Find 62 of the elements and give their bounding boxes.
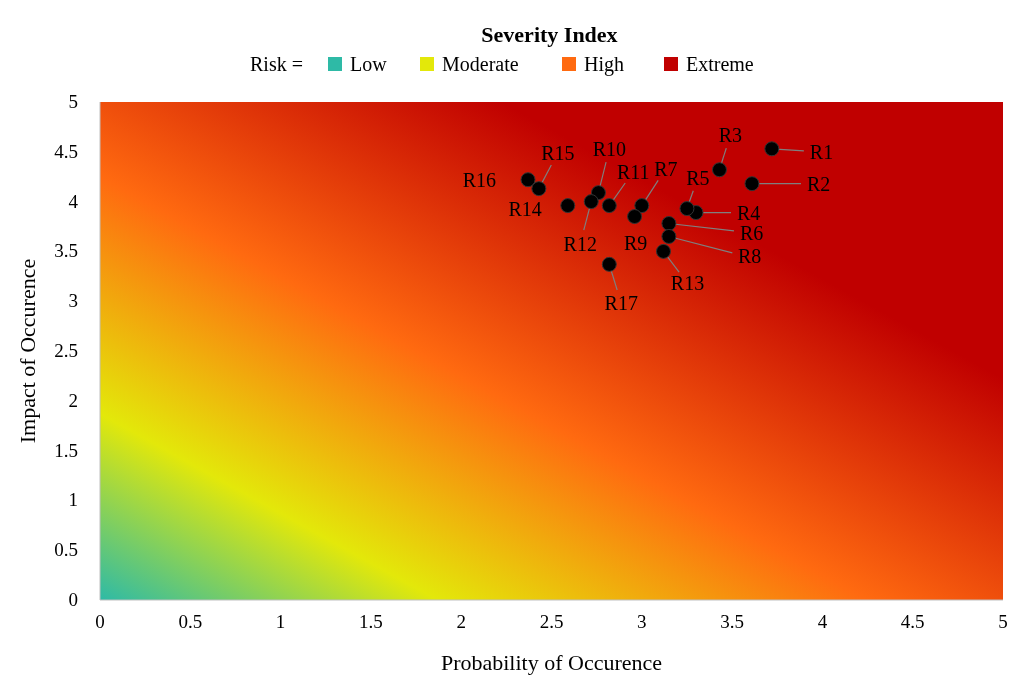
y-tick-label: 4 — [68, 190, 79, 212]
legend-title: Risk = — [250, 53, 303, 75]
x-tick-label: 2 — [456, 611, 466, 632]
annotation: R9 — [623, 231, 648, 254]
annotation: R3 — [718, 123, 743, 146]
annotation: R5 — [686, 166, 710, 189]
annotation: R13 — [670, 272, 705, 295]
chart-title: Severity Index — [481, 22, 618, 47]
x-tick-label: 3.5 — [720, 611, 744, 632]
legend-label: Moderate — [442, 53, 519, 75]
annotation: R10 — [592, 137, 627, 160]
annotation: R15 — [541, 141, 575, 164]
annotation: R6 — [739, 221, 764, 244]
x-tick-label: 4 — [817, 611, 828, 632]
annotation: R17 — [604, 292, 638, 315]
point — [601, 256, 617, 272]
x-tick-label: 0 — [95, 611, 105, 632]
y-axis-title: Impact of Occurence — [15, 258, 40, 444]
point — [661, 216, 677, 232]
y-tick-label: 1.5 — [54, 439, 78, 461]
legend-label: High — [584, 53, 624, 76]
point — [627, 209, 643, 225]
x-tick-label: 4.5 — [900, 611, 925, 632]
x-tick-label: 5 — [998, 611, 1008, 632]
y-tick-label: 0.5 — [54, 539, 78, 561]
annotation: R12 — [563, 232, 597, 255]
point — [661, 228, 677, 244]
point — [679, 201, 695, 217]
point — [634, 198, 650, 214]
y-tick-label: 4.5 — [54, 140, 78, 162]
x-tick-label: 0.5 — [178, 611, 203, 632]
point — [711, 162, 727, 178]
point — [744, 176, 760, 192]
annotation: R8 — [737, 245, 762, 268]
point — [560, 198, 576, 214]
legend-label: Low — [350, 53, 388, 75]
x-tick-label: 3 — [637, 611, 647, 632]
annotation: R7 — [654, 157, 678, 180]
y-tick-label: 2.5 — [54, 340, 78, 361]
y-tick-label: 1 — [68, 489, 78, 511]
point — [655, 243, 671, 259]
point — [583, 194, 599, 210]
legend-label: Extreme — [686, 53, 754, 75]
x-axis-title: Probability of Occurence — [440, 650, 663, 675]
y-tick-label: 5 — [68, 91, 78, 112]
annotation: R11 — [616, 160, 650, 183]
y-tick-label: 0 — [68, 589, 78, 610]
annotation: R14 — [508, 197, 542, 220]
x-tick-label: 1 — [275, 611, 286, 632]
annotation: R2 — [806, 172, 831, 195]
x-tick-label: 1.5 — [359, 611, 383, 632]
point — [601, 198, 617, 214]
y-tick-label: 2 — [68, 389, 78, 411]
point — [520, 172, 536, 188]
y-tick-label: 3 — [68, 290, 78, 312]
annotation: R4 — [736, 201, 761, 224]
annotation: R16 — [462, 168, 497, 191]
x-tick-label: 2.5 — [539, 611, 564, 632]
point — [531, 181, 547, 197]
y-tick-label: 3.5 — [54, 240, 78, 262]
point — [764, 141, 780, 157]
annotation: R1 — [809, 140, 834, 163]
